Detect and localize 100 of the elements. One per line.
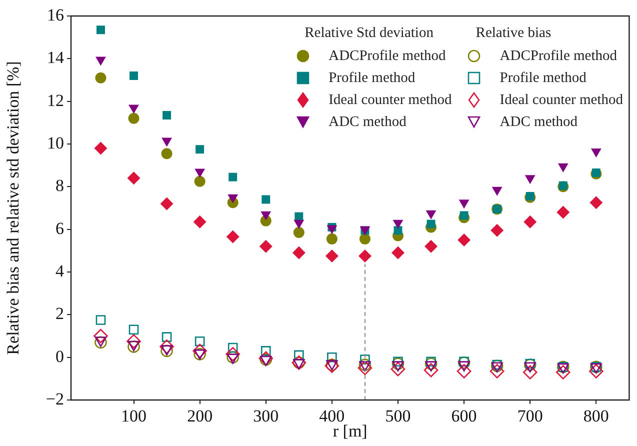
x-tick-label: 200 <box>187 406 213 426</box>
point <box>393 356 403 366</box>
y-tick-label: −2 <box>46 389 64 408</box>
legend-label: ADC method <box>500 114 578 130</box>
point <box>425 361 437 372</box>
point <box>228 194 238 204</box>
point <box>196 145 204 154</box>
point <box>194 176 206 187</box>
point <box>360 354 370 364</box>
point <box>426 210 436 220</box>
point <box>590 148 602 158</box>
point <box>128 112 140 124</box>
point <box>162 138 172 147</box>
point <box>228 342 238 353</box>
point <box>390 362 406 376</box>
point <box>259 240 272 253</box>
point <box>326 233 338 244</box>
point <box>95 72 106 84</box>
point <box>358 358 372 371</box>
point <box>456 364 472 378</box>
point <box>293 227 304 238</box>
point <box>426 220 436 228</box>
y-axis-title: Relative bias and relative std deviation [%] <box>4 61 23 355</box>
point <box>194 168 206 178</box>
point <box>490 360 504 372</box>
x-tick-label: 700 <box>517 406 543 426</box>
point <box>359 361 371 372</box>
point <box>458 234 471 246</box>
point <box>161 148 172 160</box>
point <box>94 142 108 155</box>
point <box>392 361 404 372</box>
point <box>228 172 238 182</box>
point <box>426 356 436 366</box>
point <box>589 364 604 378</box>
point <box>590 196 603 210</box>
point <box>459 356 469 366</box>
point <box>227 354 239 364</box>
x-tick-label: 600 <box>451 406 477 426</box>
legend-label: Ideal counter method <box>328 92 452 108</box>
y-tick-label: 16 <box>47 5 64 24</box>
point <box>359 233 370 244</box>
point <box>192 344 207 358</box>
point <box>327 352 337 362</box>
point <box>96 26 105 34</box>
point <box>392 358 404 370</box>
point <box>522 365 538 380</box>
point <box>193 215 206 228</box>
point <box>94 328 108 344</box>
point <box>458 356 470 369</box>
y-tick-label: 0 <box>56 346 64 366</box>
legend-label: Profile method <box>328 70 416 86</box>
point <box>558 181 568 190</box>
point <box>96 315 106 325</box>
y-tick-label: 14 <box>47 48 64 68</box>
point <box>226 351 239 364</box>
point <box>130 71 138 80</box>
point <box>162 332 172 342</box>
y-tick-label: 12 <box>47 90 64 110</box>
point <box>524 215 537 228</box>
point <box>294 220 304 229</box>
point <box>556 206 570 219</box>
point <box>260 346 271 356</box>
point <box>492 360 502 370</box>
point <box>358 250 372 262</box>
point <box>424 358 438 370</box>
point <box>326 225 338 234</box>
legend-label: ADCProfile method <box>328 48 446 64</box>
point <box>391 246 404 260</box>
point <box>128 104 139 114</box>
point <box>160 340 174 354</box>
point <box>358 360 372 376</box>
point <box>424 240 438 253</box>
x-tick-label: 800 <box>583 406 609 426</box>
point <box>558 163 568 172</box>
point <box>556 365 570 380</box>
point <box>260 356 272 366</box>
point <box>292 246 306 260</box>
point <box>392 220 404 229</box>
point <box>127 172 140 185</box>
point <box>194 336 205 346</box>
point <box>524 175 536 184</box>
point <box>160 197 174 210</box>
y-tick-label: 6 <box>56 218 64 238</box>
point <box>126 334 141 348</box>
x-tick-label: 500 <box>385 406 411 426</box>
point <box>262 195 270 204</box>
point <box>325 250 338 262</box>
point <box>226 230 240 244</box>
legend-label: Ideal counter method <box>500 92 623 108</box>
point <box>96 56 106 66</box>
point <box>226 346 240 362</box>
y-tick-label: 2 <box>56 304 64 324</box>
annotation: Relative bias <box>474 24 552 43</box>
point <box>490 364 504 378</box>
annotation: Relative Std deviation <box>304 24 434 43</box>
point <box>128 324 139 334</box>
point <box>490 224 504 237</box>
point <box>424 362 438 378</box>
legend-label: Profile method <box>500 70 586 86</box>
point <box>458 200 470 209</box>
